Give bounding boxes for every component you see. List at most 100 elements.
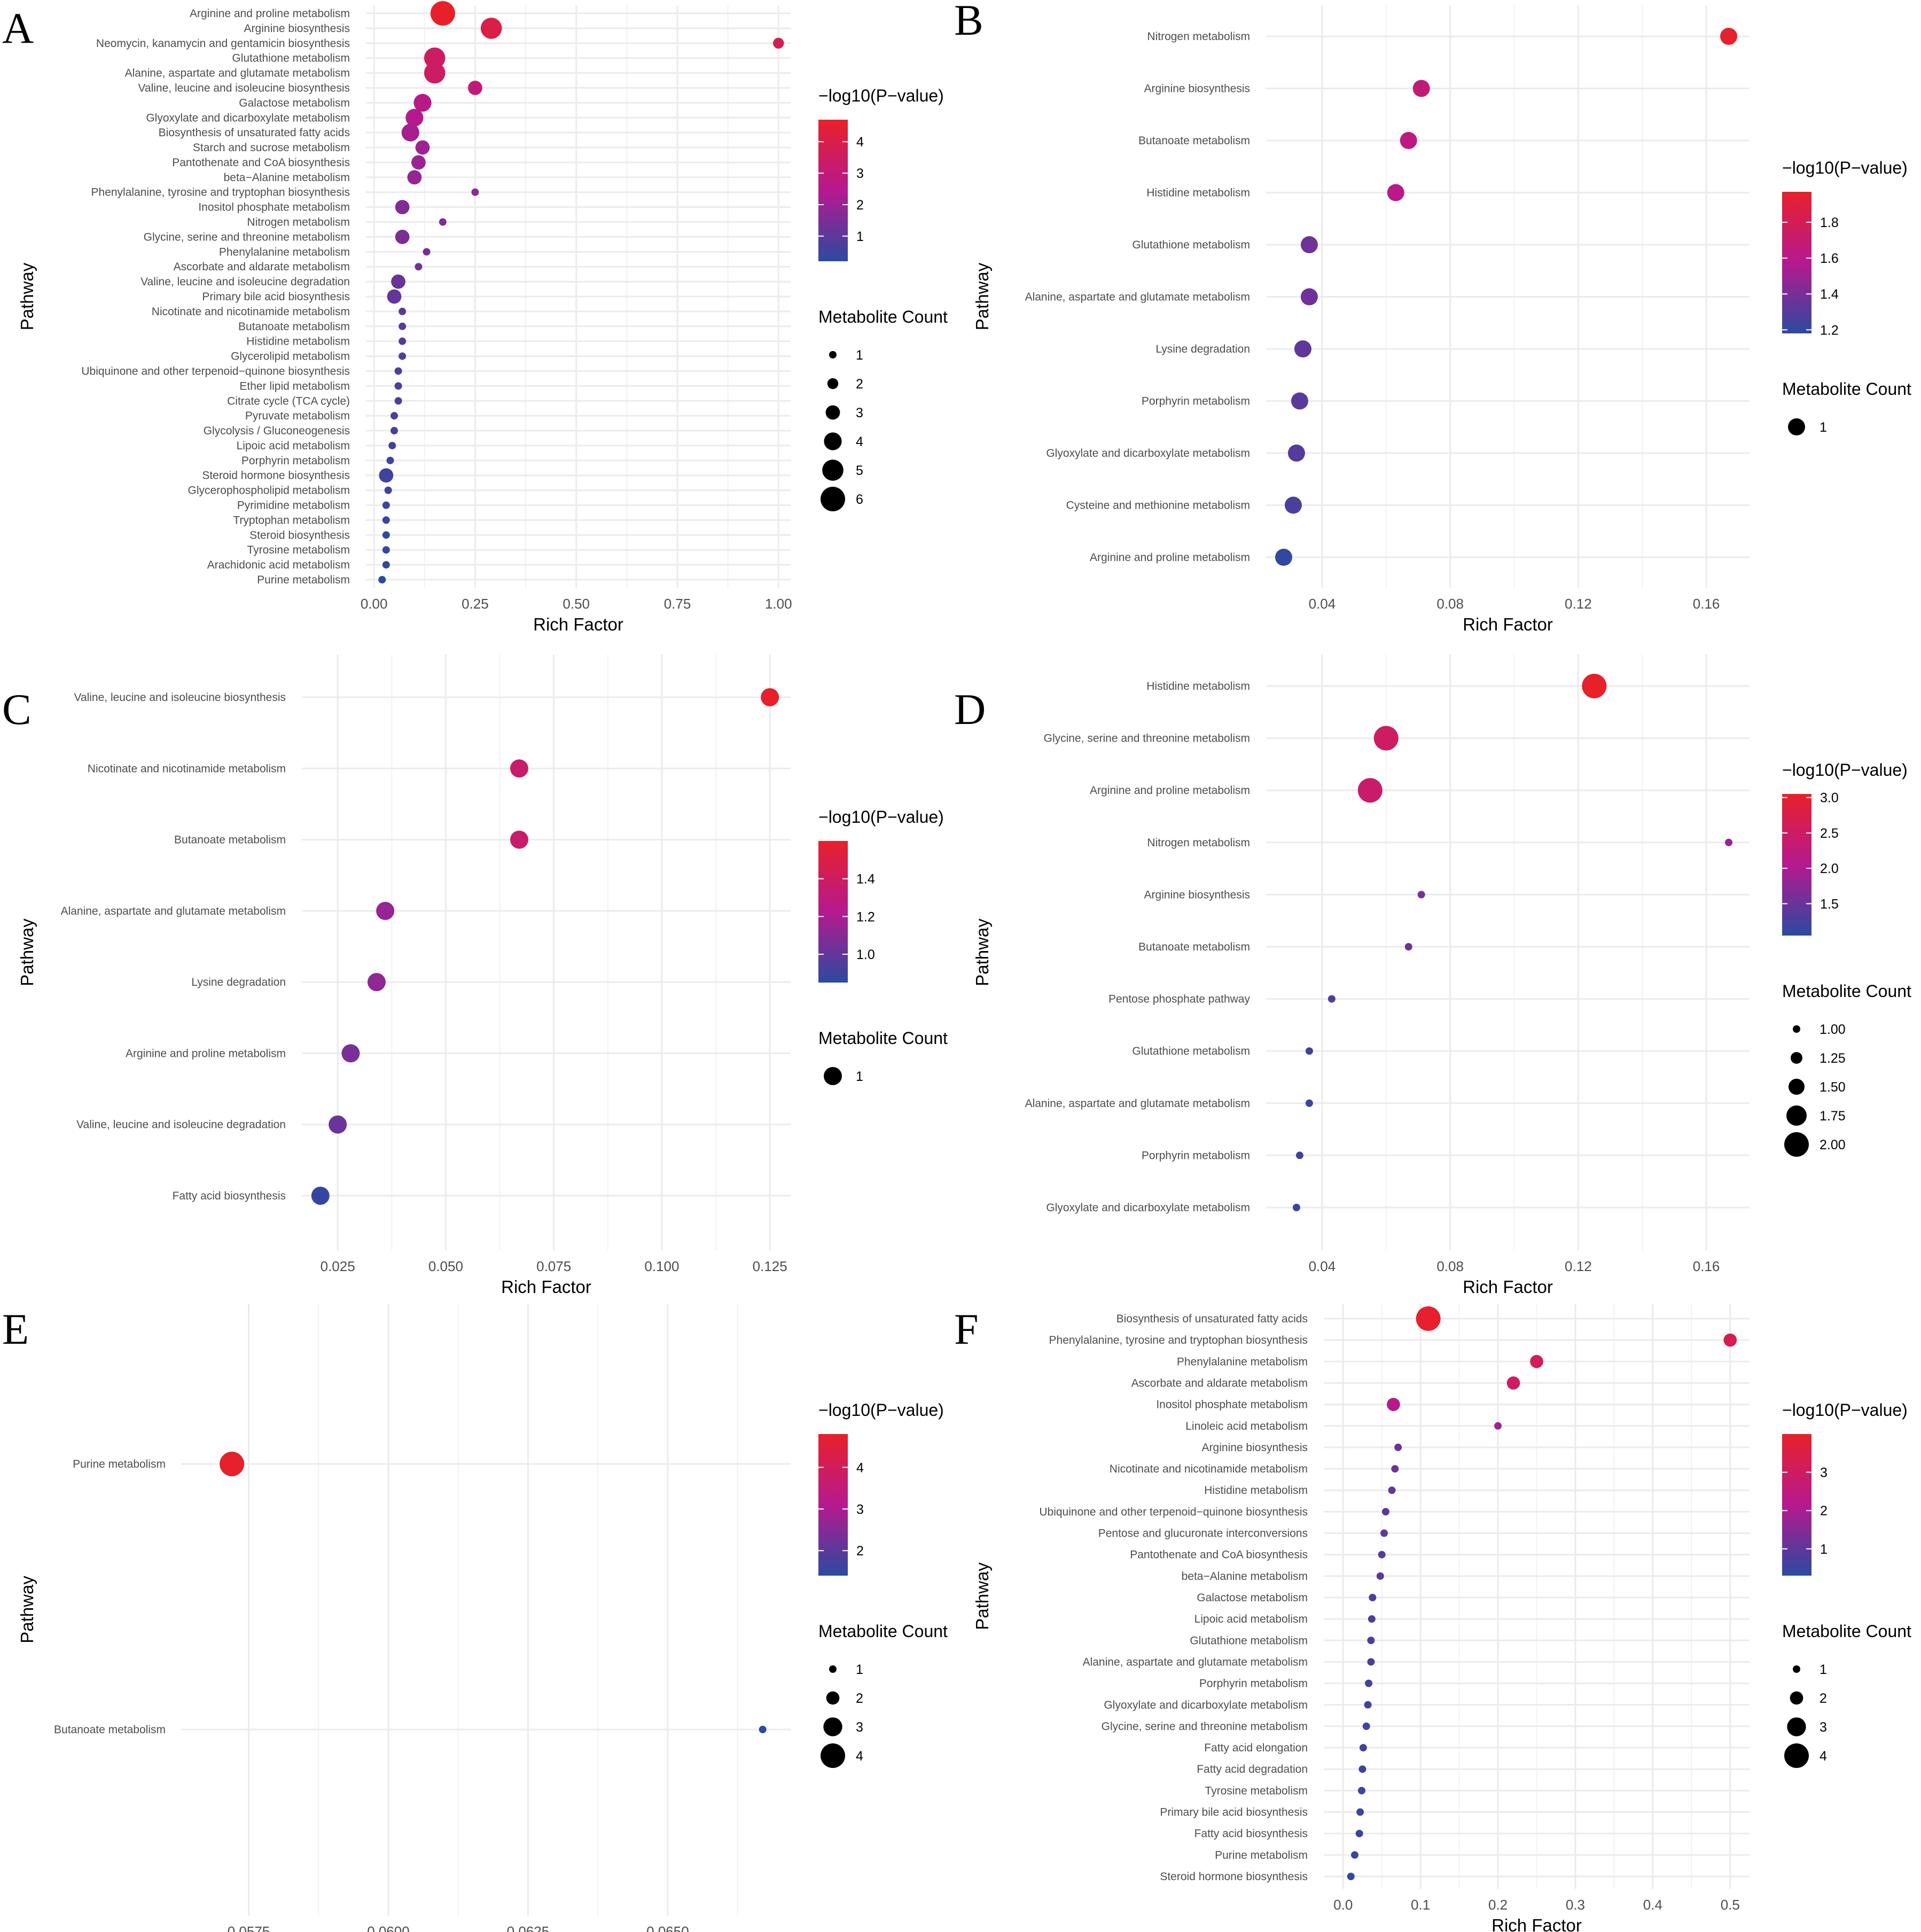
color-tick-label: 1.4 (856, 872, 875, 887)
pathway-label: Histidine metabolism (1146, 187, 1250, 199)
size-legend-dot (1791, 1052, 1802, 1064)
data-point (424, 62, 446, 84)
data-point (1295, 1151, 1303, 1159)
size-legend-dot (824, 1067, 842, 1085)
data-point (1364, 1701, 1372, 1709)
size-legend-title: Metabolite Count (1782, 379, 1911, 399)
x-tick-label: 0.25 (462, 596, 489, 612)
data-point (439, 218, 447, 226)
pathway-label: Glyoxylate and dicarboxylate metabolism (1104, 1699, 1308, 1711)
data-point (1359, 1744, 1367, 1752)
x-tick-label: 1.00 (765, 596, 792, 612)
color-tick-label: 1.0 (856, 947, 875, 962)
color-bar (818, 120, 848, 261)
pathway-label: Alanine, aspartate and glutamate metabol… (125, 67, 350, 80)
color-legend: −log10(P−value) 1 2 3 4 (818, 86, 944, 261)
size-legend-label: 2 (856, 377, 863, 392)
data-point (1365, 1679, 1373, 1687)
data-point (1720, 28, 1738, 45)
x-tick-label: 0.2 (1488, 1897, 1508, 1913)
pathway-label: Fatty acid elongation (1204, 1742, 1308, 1754)
panel-c: 0.025 0.050 0.075 0.100 0.125 Valine, leucine… (2, 655, 948, 1297)
size-legend-dot (1784, 1743, 1809, 1768)
data-point (411, 155, 426, 170)
color-legend: −log10(P−value) 1.0 1.2 1.4 (818, 807, 944, 983)
size-legend-label: 4 (856, 1749, 863, 1764)
pathway-label: Butanoate metabolism (1138, 941, 1250, 953)
size-legend-label: 1.50 (1820, 1080, 1846, 1095)
data-point (1347, 1873, 1355, 1880)
x-tick-label: 0.075 (536, 1258, 571, 1274)
data-point (1368, 1615, 1376, 1623)
y-axis-title: Pathway (17, 1576, 37, 1643)
pathway-label: Arginine biosynthesis (1202, 1442, 1308, 1454)
size-legend-dot (826, 1691, 840, 1705)
data-point (1373, 726, 1399, 751)
color-tick-label: 1.6 (1820, 251, 1839, 266)
pathway-label: Biosynthesis of unsaturated fatty acids (159, 127, 350, 139)
pathway-label: Porphyrin metabolism (1142, 1149, 1250, 1162)
data-point (394, 367, 402, 375)
pathway-label: Ether lipid metabolism (239, 380, 350, 392)
data-point (480, 18, 502, 39)
x-tick-label: 0.12 (1565, 596, 1592, 612)
x-tick-label: 0.16 (1693, 596, 1720, 612)
data-point (1300, 288, 1318, 306)
pathway-label: Purine metabolism (1215, 1849, 1308, 1861)
x-tick-label: 0.16 (1693, 1258, 1720, 1274)
pathway-label: Butanoate metabolism (174, 834, 286, 846)
pathway-label: Glyoxylate and dicarboxylate metabolism (146, 112, 350, 124)
pathway-label: Inositol phosphate metabolism (1156, 1399, 1308, 1411)
pathway-label: Porphyrin metabolism (1142, 395, 1250, 408)
data-point (1275, 549, 1292, 566)
data-point (430, 1, 455, 26)
size-legend: Metabolite Count 1 2 3 4 (818, 1622, 948, 1768)
y-axis-title: Pathway (17, 918, 37, 986)
color-legend-title: −log10(P−value) (1782, 158, 1908, 177)
pathway-label: Alanine, aspartate and glutamate metabol… (1025, 291, 1250, 303)
size-legend-title: Metabolite Count (1782, 1622, 1911, 1641)
size-legend-title: Metabolite Count (1782, 981, 1911, 1001)
size-legend-label: 1.75 (1820, 1109, 1846, 1124)
pathway-label: Nitrogen metabolism (1147, 837, 1250, 849)
pathway-label: Nitrogen metabolism (247, 216, 350, 229)
x-tick-label: 0.0650 (646, 1923, 689, 1932)
color-legend: −log10(P−value) 1 2 3 (1782, 1400, 1908, 1576)
x-tick-label: 0.5 (1721, 1897, 1740, 1913)
pathway-label: Glycine, serine and threonine metabolism (1044, 733, 1250, 745)
pathway-label: Ubiquinone and other terpenoid−quinone b… (1039, 1506, 1308, 1518)
pathway-label: Galactose metabolism (239, 97, 350, 109)
color-bar (818, 841, 848, 983)
size-legend-label: 1 (1820, 1662, 1827, 1677)
pathway-label: Lipoic acid metabolism (237, 440, 350, 452)
x-axis-title: Rich Factor (533, 614, 623, 634)
color-tick-label: 1.4 (1820, 287, 1839, 302)
pathway-label: Lipoic acid metabolism (1194, 1613, 1308, 1625)
x-axis-title: Rich Factor (501, 1277, 591, 1297)
pathway-label: Porphyrin metabolism (1199, 1678, 1308, 1690)
pathway-label: Valine, leucine and isoleucine degradati… (76, 1119, 286, 1131)
pathway-label: Purine metabolism (257, 574, 350, 586)
pathway-label: Pentose phosphate pathway (1108, 993, 1251, 1006)
data-point (1284, 496, 1302, 514)
size-legend: Metabolite Count 1 2 3 4 (1782, 1622, 1911, 1768)
color-tick-label: 1.2 (856, 909, 875, 924)
data-point (424, 47, 446, 69)
x-tick-label: 0.0 (1333, 1897, 1353, 1913)
pathway-label: Lysine degradation (1155, 343, 1250, 355)
pathway-label: Glutathione metabolism (232, 52, 350, 65)
color-bar (818, 1434, 848, 1576)
data-point (413, 94, 432, 112)
pathway-label: Alanine, aspartate and glutamate metabol… (61, 905, 286, 917)
y-axis-title: Pathway (17, 262, 37, 330)
pathway-label: Fatty acid biosynthesis (1194, 1828, 1308, 1840)
color-legend-title: −log10(P−value) (818, 1400, 944, 1420)
size-legend-label: 1.00 (1820, 1022, 1846, 1037)
pathway-label: Histidine metabolism (246, 336, 350, 348)
data-point (1355, 1829, 1363, 1837)
data-point (1387, 184, 1404, 201)
size-legend-label: 4 (1820, 1749, 1827, 1764)
data-point (1291, 392, 1308, 410)
data-point (1391, 1465, 1399, 1473)
data-point (1417, 891, 1425, 899)
